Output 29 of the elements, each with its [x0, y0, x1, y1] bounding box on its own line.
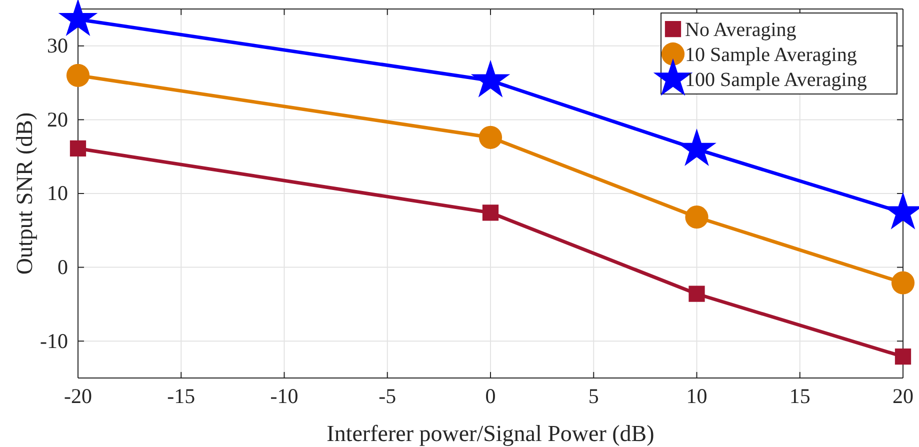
- y-tick-label: -10: [40, 328, 68, 353]
- x-tick-label: -20: [64, 384, 92, 408]
- point: [894, 348, 912, 365]
- x-tick-label: 15: [789, 384, 810, 408]
- y-tick-label: 10: [47, 181, 68, 206]
- point: [891, 271, 915, 294]
- point: [478, 126, 502, 149]
- y-axis-title: Output SNR (dB): [12, 112, 37, 275]
- legend-label: 100 Sample Averaging: [685, 69, 867, 91]
- x-tick-label: 20: [892, 384, 914, 408]
- point: [688, 286, 705, 302]
- point: [470, 60, 510, 98]
- x-tick-label: -15: [167, 384, 196, 408]
- y-tick-label: 30: [47, 34, 68, 58]
- x-axis-title: Interferer power/Signal Power (dB): [326, 421, 654, 446]
- x-tick-label: -10: [270, 384, 298, 408]
- point: [70, 140, 86, 157]
- point: [685, 206, 708, 229]
- y-tick-label: 20: [47, 107, 68, 132]
- y-tick-label: 0: [58, 255, 68, 280]
- legend-label: 10 Sample Averaging: [685, 44, 857, 66]
- legend-label: No Averaging: [685, 19, 796, 41]
- x-tick-label: 5: [588, 384, 599, 408]
- point: [66, 64, 90, 87]
- point: [482, 204, 499, 221]
- x-tick-label: 10: [686, 384, 708, 408]
- x-tick-label: 0: [485, 384, 496, 408]
- point: [58, 0, 98, 36]
- x-tick-label: -5: [378, 384, 396, 408]
